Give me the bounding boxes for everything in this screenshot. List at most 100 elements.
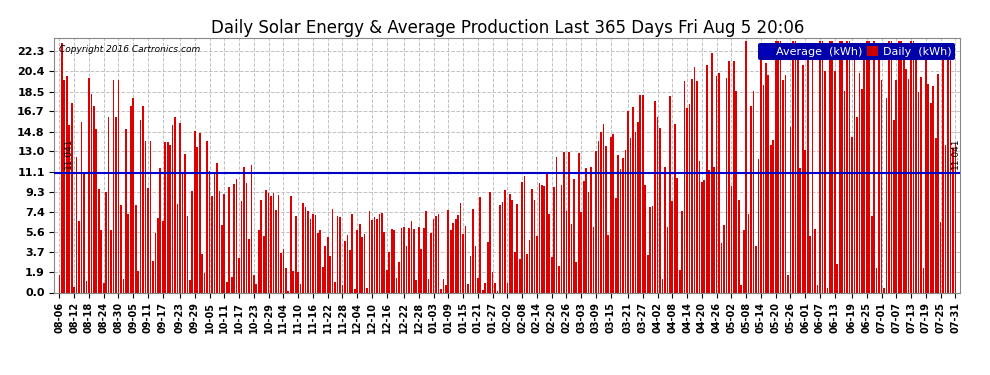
Bar	[317, 233, 319, 292]
Bar	[246, 183, 248, 292]
Bar	[267, 193, 269, 292]
Bar	[236, 178, 238, 292]
Bar	[718, 74, 720, 292]
Bar	[750, 106, 752, 292]
Bar	[310, 219, 311, 292]
Bar	[573, 180, 575, 292]
Bar	[918, 92, 920, 292]
Bar	[108, 117, 110, 292]
Bar	[656, 117, 658, 292]
Bar	[605, 146, 607, 292]
Bar	[335, 282, 336, 292]
Bar	[565, 211, 567, 292]
Bar	[632, 107, 634, 292]
Bar	[120, 206, 122, 292]
Bar	[800, 168, 801, 292]
Bar	[85, 281, 87, 292]
Bar	[76, 157, 77, 292]
Bar	[167, 142, 168, 292]
Bar	[625, 150, 627, 292]
Bar	[635, 132, 637, 292]
Bar	[138, 271, 139, 292]
Bar	[842, 41, 843, 292]
Bar	[224, 194, 225, 292]
Bar	[883, 288, 885, 292]
Bar	[234, 184, 235, 292]
Bar	[780, 41, 781, 292]
Bar	[145, 141, 147, 292]
Bar	[893, 120, 895, 292]
Bar	[519, 260, 521, 292]
Bar	[760, 59, 761, 292]
Bar	[666, 227, 668, 292]
Bar	[524, 176, 526, 292]
Bar	[320, 230, 321, 292]
Bar	[214, 173, 215, 292]
Bar	[935, 138, 937, 292]
Bar	[550, 256, 552, 292]
Bar	[312, 214, 314, 292]
Bar	[169, 145, 171, 292]
Bar	[275, 210, 277, 292]
Bar	[345, 241, 346, 292]
Bar	[219, 191, 220, 292]
Bar	[829, 41, 831, 292]
Bar	[940, 222, 941, 292]
Bar	[315, 215, 316, 292]
Bar	[814, 230, 816, 292]
Legend: Average  (kWh), Daily  (kWh): Average (kWh), Daily (kWh)	[757, 43, 954, 60]
Bar	[527, 254, 528, 292]
Bar	[900, 41, 902, 292]
Bar	[184, 154, 186, 292]
Bar	[201, 254, 203, 292]
Bar	[469, 256, 471, 292]
Bar	[428, 279, 430, 292]
Bar	[809, 236, 811, 292]
Bar	[406, 246, 407, 292]
Bar	[371, 220, 373, 292]
Bar	[649, 207, 651, 292]
Bar	[348, 250, 350, 292]
Bar	[863, 52, 865, 292]
Bar	[706, 65, 708, 292]
Bar	[143, 106, 144, 292]
Bar	[307, 210, 309, 292]
Bar	[244, 167, 245, 292]
Bar	[792, 41, 794, 292]
Bar	[164, 142, 166, 292]
Bar	[499, 205, 501, 292]
Bar	[361, 237, 363, 292]
Bar	[615, 198, 617, 292]
Bar	[770, 145, 771, 292]
Bar	[110, 230, 112, 292]
Bar	[231, 278, 233, 292]
Bar	[689, 104, 690, 292]
Bar	[66, 76, 67, 292]
Bar	[103, 283, 105, 292]
Bar	[928, 84, 930, 292]
Bar	[610, 137, 612, 292]
Bar	[522, 182, 523, 292]
Bar	[701, 182, 703, 292]
Bar	[886, 98, 887, 292]
Bar	[644, 185, 646, 292]
Bar	[413, 229, 415, 292]
Bar	[600, 132, 602, 292]
Bar	[440, 289, 442, 292]
Bar	[140, 120, 142, 292]
Bar	[464, 226, 466, 292]
Bar	[88, 78, 90, 292]
Bar	[681, 211, 683, 292]
Bar	[731, 186, 733, 292]
Bar	[509, 194, 511, 292]
Bar	[253, 275, 254, 292]
Bar	[795, 41, 796, 292]
Bar	[878, 51, 880, 292]
Bar	[154, 233, 156, 292]
Bar	[618, 154, 619, 292]
Bar	[204, 273, 206, 292]
Bar	[938, 74, 939, 292]
Bar	[196, 147, 198, 292]
Bar	[353, 289, 355, 292]
Bar	[206, 141, 208, 292]
